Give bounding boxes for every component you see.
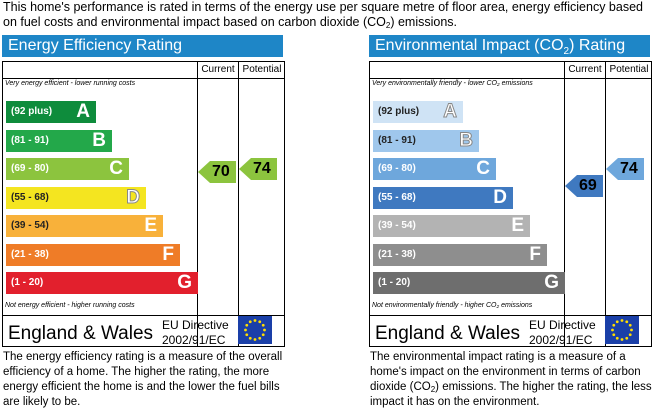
band-letter: C xyxy=(109,158,123,179)
band-range-label: (1 - 20) xyxy=(378,277,411,288)
flag-star xyxy=(248,320,252,324)
flag-star xyxy=(630,328,633,332)
rating-band-c: (69 - 80) C xyxy=(6,158,129,180)
flag-star xyxy=(245,333,249,337)
flag-star xyxy=(248,336,252,340)
flag-star xyxy=(253,319,257,322)
rating-band-b: (81 - 91) B xyxy=(373,129,479,152)
flag-star xyxy=(612,323,616,327)
energy-top-note: Very energy efficient - lower running co… xyxy=(5,80,136,87)
rating-band-f: (21 - 38) F xyxy=(6,243,180,266)
energy-chart-title: Energy Efficiency Rating xyxy=(2,35,283,57)
eu-directive: EU Directive 2002/91/EC xyxy=(162,318,229,347)
current-rating-arrow: 69 xyxy=(565,175,603,197)
rating-band-g: (1 - 20) G xyxy=(6,272,198,294)
eu-flag-icon xyxy=(605,316,639,344)
band-letter: A xyxy=(443,101,458,123)
band-range-label: (81 - 91) xyxy=(11,134,49,146)
flag-star xyxy=(620,338,624,341)
flag-star xyxy=(615,336,619,340)
potential-column-header: Potential xyxy=(242,64,282,75)
flag-star xyxy=(612,333,616,337)
band-range-label: (92 plus) xyxy=(11,106,53,117)
band-letter: F xyxy=(162,243,174,265)
flag-star xyxy=(620,319,624,322)
band-letter: D xyxy=(126,186,141,208)
eu-flag-icon xyxy=(238,316,272,344)
flag-star xyxy=(245,323,249,327)
flag-star xyxy=(261,333,265,337)
flag-star xyxy=(261,323,265,327)
band-letter: C xyxy=(476,158,490,179)
flag-star xyxy=(625,320,629,324)
rating-band-f: (21 - 38) F xyxy=(373,243,547,266)
rating-band-e: (39 - 54) E xyxy=(6,215,163,237)
flag-star xyxy=(628,333,632,337)
country-label: England & Wales xyxy=(375,323,521,344)
environmental-bottom-note: Not environmentally friendly - higher CO… xyxy=(372,302,533,309)
band-range-label: (69 - 80) xyxy=(11,163,49,174)
eu-directive: EU Directive 2002/91/EC xyxy=(529,318,596,347)
band-letter: B xyxy=(459,129,474,151)
potential-column-header: Potential xyxy=(609,64,649,75)
flag-star xyxy=(263,328,266,332)
rating-band-a: (92 plus) A xyxy=(6,101,96,123)
band-range-label: (1 - 20) xyxy=(11,277,44,288)
energy-chart-frame xyxy=(2,61,285,347)
band-letter: G xyxy=(544,272,559,293)
band-range-label: (39 - 54) xyxy=(378,220,416,231)
flag-star xyxy=(258,336,262,340)
band-letter: G xyxy=(177,272,192,293)
band-letter: A xyxy=(76,101,90,122)
band-letter: E xyxy=(144,215,157,236)
environmental-chart-title: Environmental Impact (CO2) Rating xyxy=(369,35,650,57)
band-range-label: (39 - 54) xyxy=(11,220,49,231)
potential-rating-arrow: 74 xyxy=(606,158,644,180)
flag-star xyxy=(258,320,262,324)
flag-star xyxy=(611,328,614,332)
band-letter: E xyxy=(511,215,524,236)
intro-text: This home's performance is rated in term… xyxy=(3,0,643,30)
band-letter: B xyxy=(92,129,106,151)
rating-band-e: (39 - 54) E xyxy=(373,215,530,237)
rating-band-c: (69 - 80) C xyxy=(373,158,496,180)
rating-band-d: (55 - 68) D xyxy=(373,186,513,209)
rating-band-d: (55 - 68) D xyxy=(6,186,146,209)
energy-description: The energy efficiency rating is a measur… xyxy=(3,351,283,408)
band-letter: D xyxy=(493,186,507,208)
rating-band-a: (92 plus) A xyxy=(373,101,463,123)
country-label: England & Wales xyxy=(8,323,154,344)
rating-band-b: (81 - 91) B xyxy=(6,129,112,152)
current-column-header: Current xyxy=(568,64,602,75)
band-range-label: (55 - 68) xyxy=(11,191,49,203)
flag-star xyxy=(244,328,247,332)
potential-rating-arrow: 74 xyxy=(239,158,277,180)
flag-star xyxy=(253,338,257,341)
rating-band-g: (1 - 20) G xyxy=(373,272,565,294)
flag-star xyxy=(625,336,629,340)
band-range-label: (21 - 38) xyxy=(378,248,416,260)
flag-star xyxy=(628,323,632,327)
band-range-label: (55 - 68) xyxy=(378,191,416,203)
band-letter: F xyxy=(529,243,541,265)
current-rating-arrow: 70 xyxy=(198,161,236,183)
band-range-label: (81 - 91) xyxy=(378,134,416,146)
band-range-label: (92 plus) xyxy=(378,106,420,117)
environmental-top-note: Very environmentally friendly - lower CO… xyxy=(372,80,533,87)
band-range-label: (69 - 80) xyxy=(378,163,416,174)
current-column-header: Current xyxy=(201,64,235,75)
energy-bottom-note: Not energy efficient - higher running co… xyxy=(5,302,135,309)
flag-star xyxy=(615,320,619,324)
environmental-description: The environmental impact rating is a mea… xyxy=(370,351,652,408)
environmental-chart-frame xyxy=(369,61,652,347)
band-range-label: (21 - 38) xyxy=(11,248,49,260)
